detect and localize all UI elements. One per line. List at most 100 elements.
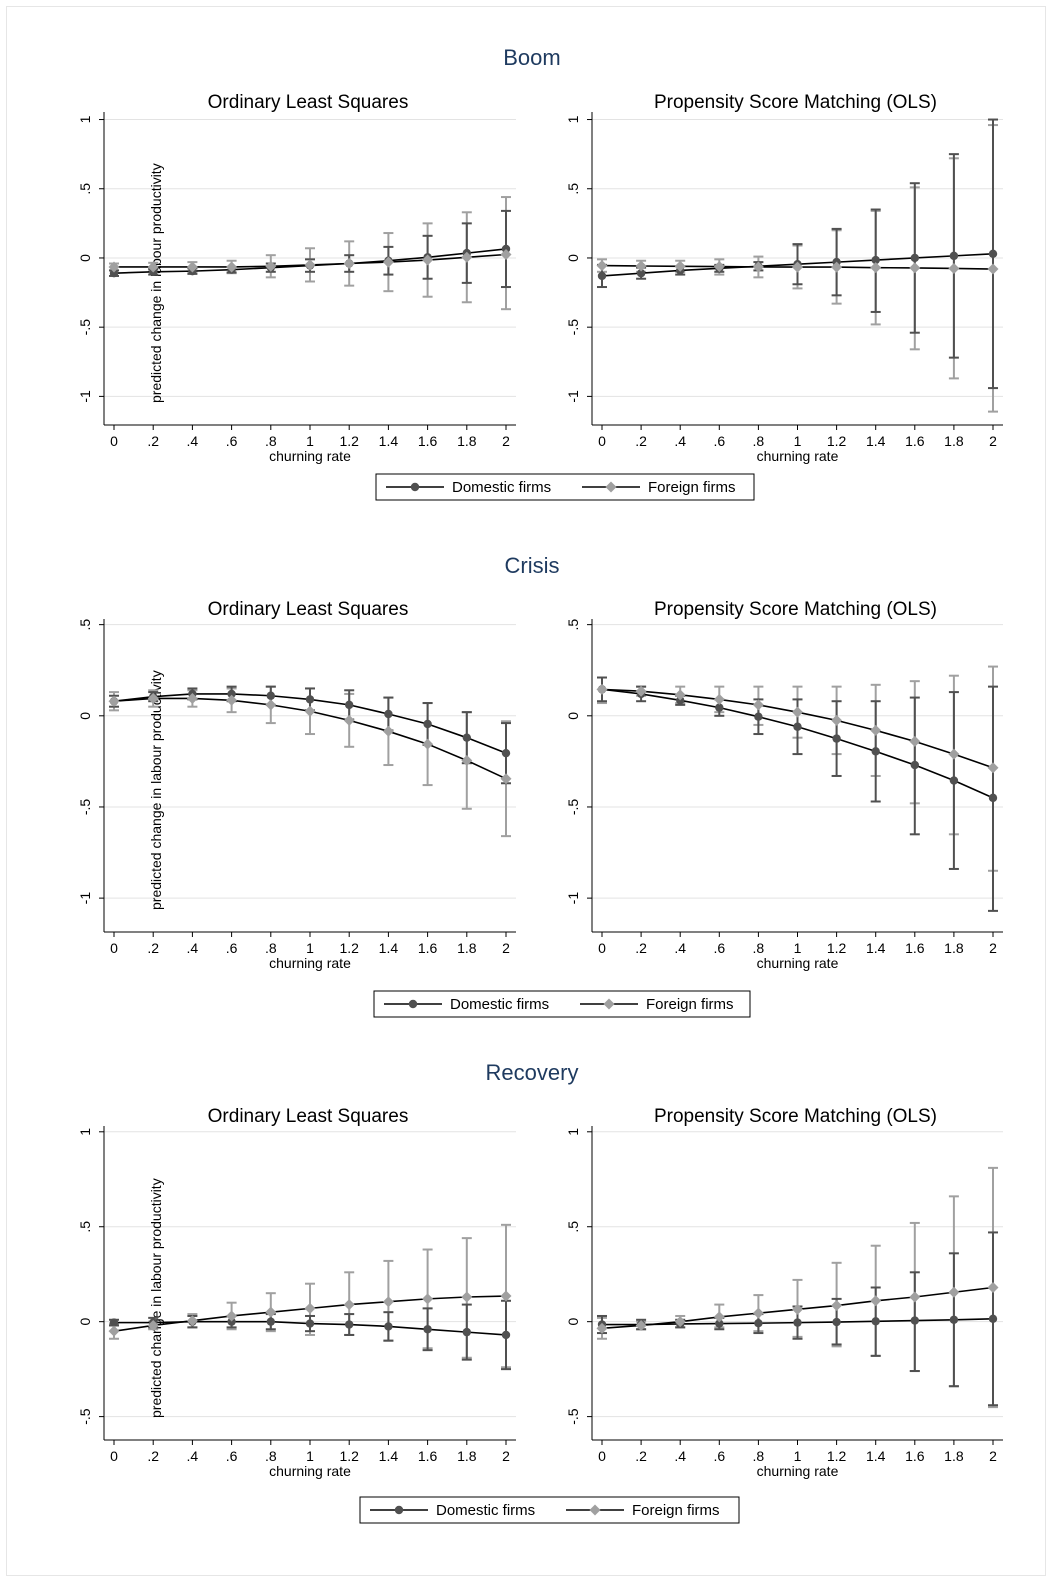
foreign-point [147, 1319, 159, 1331]
x-tick-label: .2 [635, 1448, 647, 1464]
foreign-point [713, 261, 725, 273]
foreign-point [713, 1311, 725, 1323]
foreign-point [422, 738, 434, 750]
x-tick-label: .2 [147, 940, 159, 956]
domestic-point [988, 249, 998, 259]
x-tick-label: 2 [502, 1448, 510, 1464]
chart-1: Ordinary Least Squares -1 -.5 0 .5 1 0 .2 .4 .6 .8… [77, 92, 516, 464]
y-tick-label: 0 [565, 254, 581, 262]
foreign-point [870, 724, 882, 736]
domestic-point [754, 1318, 763, 1328]
domestic-point [871, 255, 880, 265]
x-tick-label: 1.2 [827, 1448, 847, 1464]
x-tick-label: 1.8 [944, 940, 964, 956]
x-tick-label: 1.4 [866, 433, 886, 449]
x-tick-label: 1 [306, 940, 314, 956]
domestic-point [910, 1316, 919, 1325]
domestic-point [462, 1327, 471, 1337]
domestic-point [910, 253, 919, 263]
legend: Domestic firms Foreign firms [359, 1496, 740, 1524]
legend-label-foreign: Foreign firms [632, 1502, 720, 1519]
domestic-point [949, 1315, 959, 1324]
y-tick-label: .5 [77, 1221, 93, 1233]
foreign-point [870, 1295, 882, 1307]
foreign-point [909, 1291, 921, 1303]
x-tick-label: 1.6 [418, 1448, 438, 1464]
y-tick-label: -1 [565, 892, 581, 905]
domestic-point [305, 695, 315, 704]
y-axis-title: predicted change in labour productivity [148, 163, 164, 403]
y-tick-label: -.5 [565, 799, 581, 816]
x-tick-label: 2 [989, 940, 997, 956]
foreign-point [870, 262, 882, 274]
y-tick-label: 1 [77, 115, 93, 123]
x-tick-label: .6 [713, 433, 725, 449]
x-tick-label: 1.8 [457, 1448, 477, 1464]
x-tick-label: 2 [502, 940, 510, 956]
x-tick-label: 2 [502, 433, 510, 449]
foreign-point [752, 261, 764, 273]
x-tick-label: .6 [226, 433, 238, 449]
y-axis-title: predicted change in labour productivity [148, 670, 164, 910]
x-axis-title: churning rate [269, 448, 351, 464]
foreign-point [792, 261, 803, 273]
x-tick-label: .8 [753, 1448, 765, 1464]
legend-key-domestic [394, 1505, 404, 1515]
x-tick-label: .2 [147, 1448, 159, 1464]
legend-label-foreign: Foreign firms [648, 479, 736, 496]
x-tick-label: 1.8 [457, 940, 477, 956]
y-tick-label: -1 [77, 390, 93, 403]
x-tick-label: .6 [226, 1448, 238, 1464]
x-tick-label: 1.4 [379, 940, 399, 956]
foreign-point [909, 735, 921, 747]
chart-title: Ordinary Least Squares [208, 1106, 409, 1127]
foreign-point [186, 261, 198, 273]
x-tick-label: 1.4 [866, 1448, 886, 1464]
domestic-point [793, 722, 802, 731]
x-tick-label: 1.2 [339, 1448, 359, 1464]
domestic-point [910, 760, 919, 770]
domestic-point [832, 734, 841, 743]
foreign-point [108, 1325, 120, 1337]
x-tick-label: 1.4 [379, 433, 399, 449]
domestic-point [384, 709, 393, 719]
foreign-point [382, 256, 394, 268]
chart-3: Ordinary Least Squares -1 -.5 0 .5 0 .2 .4 .6 .8 1… [77, 599, 516, 971]
y-tick-label: 1 [565, 1128, 581, 1136]
foreign-point [147, 692, 159, 704]
y-tick-label: 0 [77, 712, 93, 720]
x-tick-label: 1 [794, 433, 802, 449]
x-tick-label: 1.8 [944, 1448, 964, 1464]
x-tick-label: 0 [110, 940, 118, 956]
foreign-point [792, 1303, 803, 1315]
legend-label-domestic: Domestic firms [436, 1502, 535, 1519]
domestic-point [871, 747, 880, 756]
x-axis-title: churning rate [757, 448, 839, 464]
x-tick-label: 1.2 [827, 940, 847, 956]
y-tick-label: -.5 [77, 1408, 93, 1425]
x-tick-label: .2 [635, 433, 647, 449]
foreign-point [596, 1322, 608, 1334]
domestic-point [227, 689, 236, 699]
x-axis-title: churning rate [269, 955, 351, 971]
y-tick-label: 0 [77, 254, 93, 262]
y-tick-label: .5 [77, 619, 93, 631]
x-tick-label: 2 [989, 1448, 997, 1464]
domestic-point [109, 1318, 119, 1327]
x-tick-label: .8 [265, 1448, 277, 1464]
foreign-point [265, 1306, 277, 1318]
x-tick-label: 1.2 [339, 433, 359, 449]
foreign-point [422, 1293, 434, 1305]
foreign-point [265, 699, 277, 711]
foreign-point [987, 1281, 999, 1293]
y-tick-label: -.5 [77, 799, 93, 816]
foreign-point [186, 692, 198, 704]
x-tick-label: 1.8 [944, 433, 964, 449]
domestic-point [266, 691, 275, 700]
x-tick-label: 1 [794, 1448, 802, 1464]
x-tick-label: .2 [147, 433, 159, 449]
foreign-point [909, 262, 921, 274]
x-tick-label: 1.6 [905, 1448, 925, 1464]
x-tick-label: .2 [635, 940, 647, 956]
